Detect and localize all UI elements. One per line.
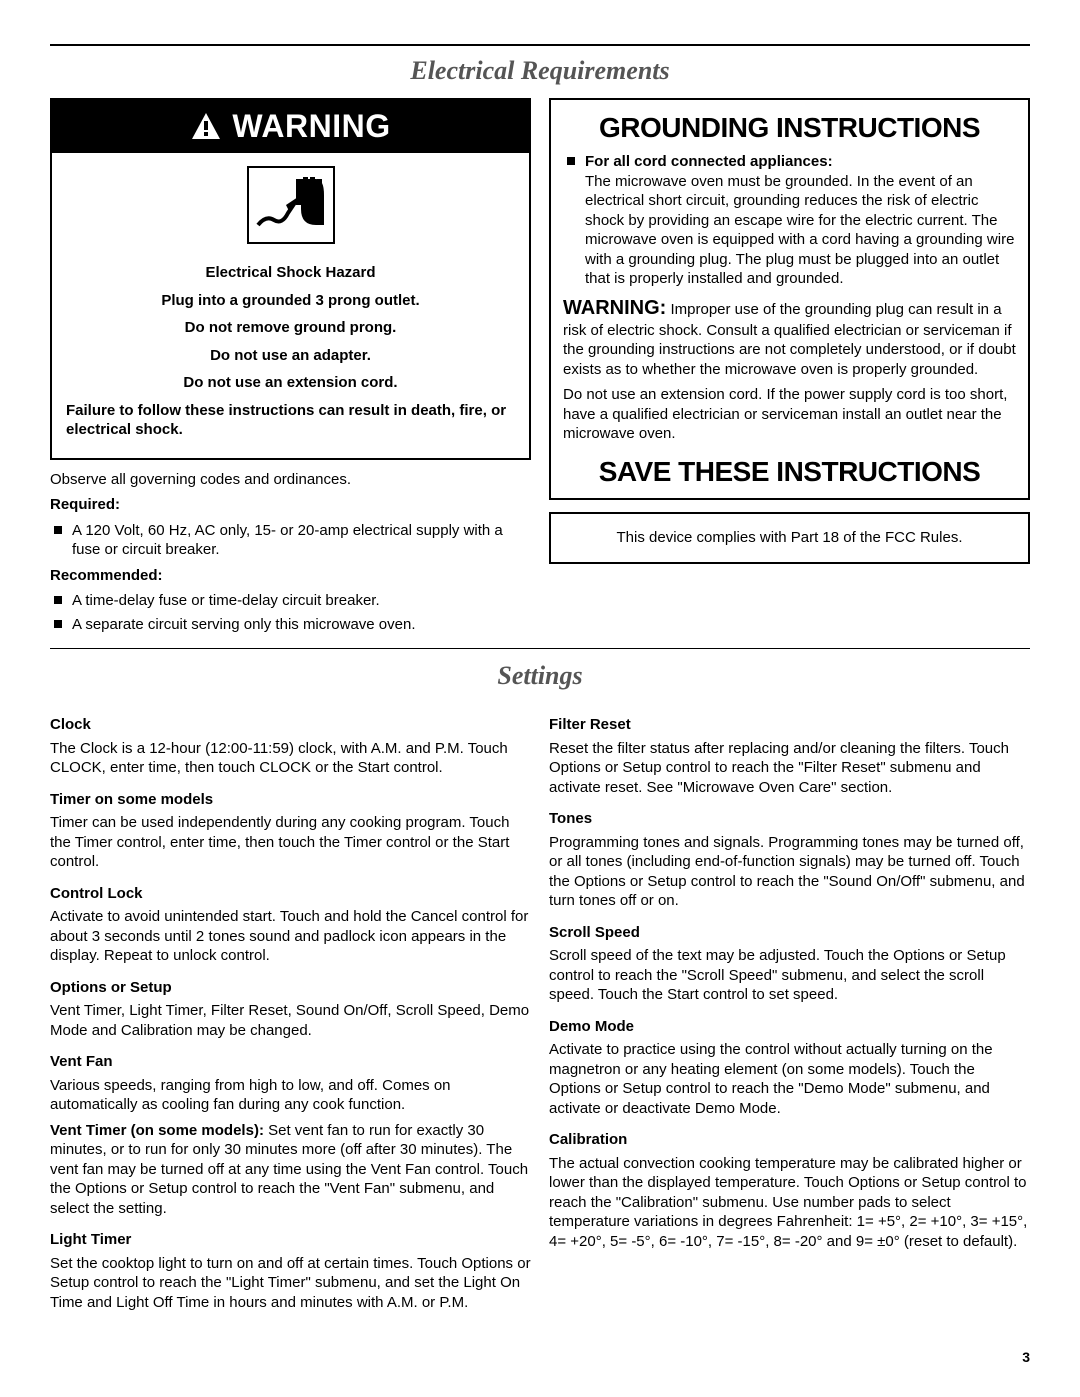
required-item: A 120 Volt, 60 Hz, AC only, 15- or 20-am… — [50, 521, 531, 560]
settings-item: Filter Reset Reset the filter status aft… — [549, 715, 1030, 797]
settings-item: Calibration The actual convection cookin… — [549, 1130, 1030, 1251]
settings-item: Light Timer Set the cooktop light to tur… — [50, 1230, 531, 1312]
settings-item: Timer on some models Timer can be used i… — [50, 790, 531, 872]
settings-text: Timer can be used independently during a… — [50, 813, 531, 872]
settings-item: Scroll Speed Scroll speed of the text ma… — [549, 923, 1030, 1005]
settings-heading: Calibration — [549, 1130, 1030, 1150]
top-rule — [50, 44, 1030, 46]
settings-heading: Tones — [549, 809, 1030, 829]
mid-rule — [50, 648, 1030, 649]
warning-header: WARNING — [52, 100, 529, 154]
fcc-box: This device complies with Part 18 of the… — [549, 512, 1030, 564]
settings-columns: Clock The Clock is a 12-hour (12:00-11:5… — [50, 703, 1030, 1318]
settings-text: Vent Timer, Light Timer, Filter Reset, S… — [50, 1001, 531, 1040]
shock-hazard-icon — [52, 153, 529, 255]
grounding-bullet-item: For all cord connected appliances: The m… — [563, 152, 1016, 289]
warning-label: WARNING — [232, 106, 390, 148]
settings-heading: Filter Reset — [549, 715, 1030, 735]
recommended-label: Recommended: — [50, 566, 531, 586]
settings-item: Vent Fan Various speeds, ranging from hi… — [50, 1052, 531, 1218]
settings-text: Activate to practice using the control w… — [549, 1040, 1030, 1118]
electrical-right-col: GROUNDING INSTRUCTIONS For all cord conn… — [549, 98, 1030, 639]
section-title-electrical: Electrical Requirements — [50, 54, 1030, 88]
warning-inline: WARNING: Improper use of the grounding p… — [563, 295, 1016, 380]
settings-right-col: Filter Reset Reset the filter status aft… — [549, 703, 1030, 1318]
warning-box: WARNING Electrical Shock Hazard — [50, 98, 531, 460]
vent-timer-label: Vent Timer (on some models): — [50, 1122, 264, 1139]
grounding-box: GROUNDING INSTRUCTIONS For all cord conn… — [549, 98, 1030, 500]
observe-text: Observe all governing codes and ordinanc… — [50, 470, 531, 490]
required-list: A 120 Volt, 60 Hz, AC only, 15- or 20-am… — [50, 521, 531, 560]
electrical-left-col: WARNING Electrical Shock Hazard — [50, 98, 531, 639]
settings-heading: Demo Mode — [549, 1017, 1030, 1037]
settings-item: Control Lock Activate to avoid unintende… — [50, 884, 531, 966]
save-instructions-title: SAVE THESE INSTRUCTIONS — [563, 454, 1016, 490]
grounding-bullet-text: The microwave oven must be grounded. In … — [585, 173, 1014, 288]
settings-heading: Clock — [50, 715, 531, 735]
settings-heading: Light Timer — [50, 1230, 531, 1250]
warning-body: Electrical Shock Hazard Plug into a grou… — [52, 263, 529, 440]
recommended-list: A time-delay fuse or time-delay circuit … — [50, 591, 531, 634]
hazard-line-3: Do not use an adapter. — [66, 346, 515, 366]
settings-heading: Scroll Speed — [549, 923, 1030, 943]
settings-text: The Clock is a 12-hour (12:00-11:59) clo… — [50, 739, 531, 778]
grounding-title: GROUNDING INSTRUCTIONS — [563, 110, 1016, 146]
hazard-line-4: Do not use an extension cord. — [66, 373, 515, 393]
settings-text: Programming tones and signals. Programmi… — [549, 833, 1030, 911]
extcord-text: Do not use an extension cord. If the pow… — [563, 385, 1016, 444]
settings-text: Various speeds, ranging from high to low… — [50, 1076, 531, 1115]
settings-heading: Timer on some models — [50, 790, 531, 810]
section-title-settings: Settings — [50, 659, 1030, 693]
hazard-line-1: Plug into a grounded 3 prong outlet. — [66, 291, 515, 311]
recommended-item: A separate circuit serving only this mic… — [50, 615, 531, 635]
hazard-line-2: Do not remove ground prong. — [66, 318, 515, 338]
warning-inline-label: WARNING: — [563, 297, 666, 319]
settings-heading: Options or Setup — [50, 978, 531, 998]
settings-text: Scroll speed of the text may be adjusted… — [549, 946, 1030, 1005]
settings-text: The actual convection cooking temperatur… — [549, 1154, 1030, 1252]
settings-text: Reset the filter status after replacing … — [549, 739, 1030, 798]
recommended-item: A time-delay fuse or time-delay circuit … — [50, 591, 531, 611]
fcc-text: This device complies with Part 18 of the… — [617, 529, 963, 546]
settings-item: Tones Programming tones and signals. Pro… — [549, 809, 1030, 911]
settings-item: Options or Setup Vent Timer, Light Timer… — [50, 978, 531, 1041]
settings-text: Activate to avoid unintended start. Touc… — [50, 907, 531, 966]
vent-timer-paragraph: Vent Timer (on some models): Set vent fa… — [50, 1121, 531, 1219]
hazard-line-5: Failure to follow these instructions can… — [66, 401, 515, 440]
grounding-bullet: For all cord connected appliances: The m… — [563, 152, 1016, 289]
settings-left-col: Clock The Clock is a 12-hour (12:00-11:5… — [50, 703, 531, 1318]
electrical-columns: WARNING Electrical Shock Hazard — [50, 98, 1030, 639]
page-number: 3 — [50, 1348, 1030, 1366]
hazard-line-0: Electrical Shock Hazard — [66, 263, 515, 283]
settings-item: Demo Mode Activate to practice using the… — [549, 1017, 1030, 1119]
settings-item: Clock The Clock is a 12-hour (12:00-11:5… — [50, 715, 531, 778]
warning-triangle-icon — [190, 111, 222, 143]
settings-heading: Vent Fan — [50, 1052, 531, 1072]
grounding-bullet-label: For all cord connected appliances: — [585, 153, 833, 170]
settings-text: Set the cooktop light to turn on and off… — [50, 1254, 531, 1313]
required-label: Required: — [50, 495, 531, 515]
settings-heading: Control Lock — [50, 884, 531, 904]
